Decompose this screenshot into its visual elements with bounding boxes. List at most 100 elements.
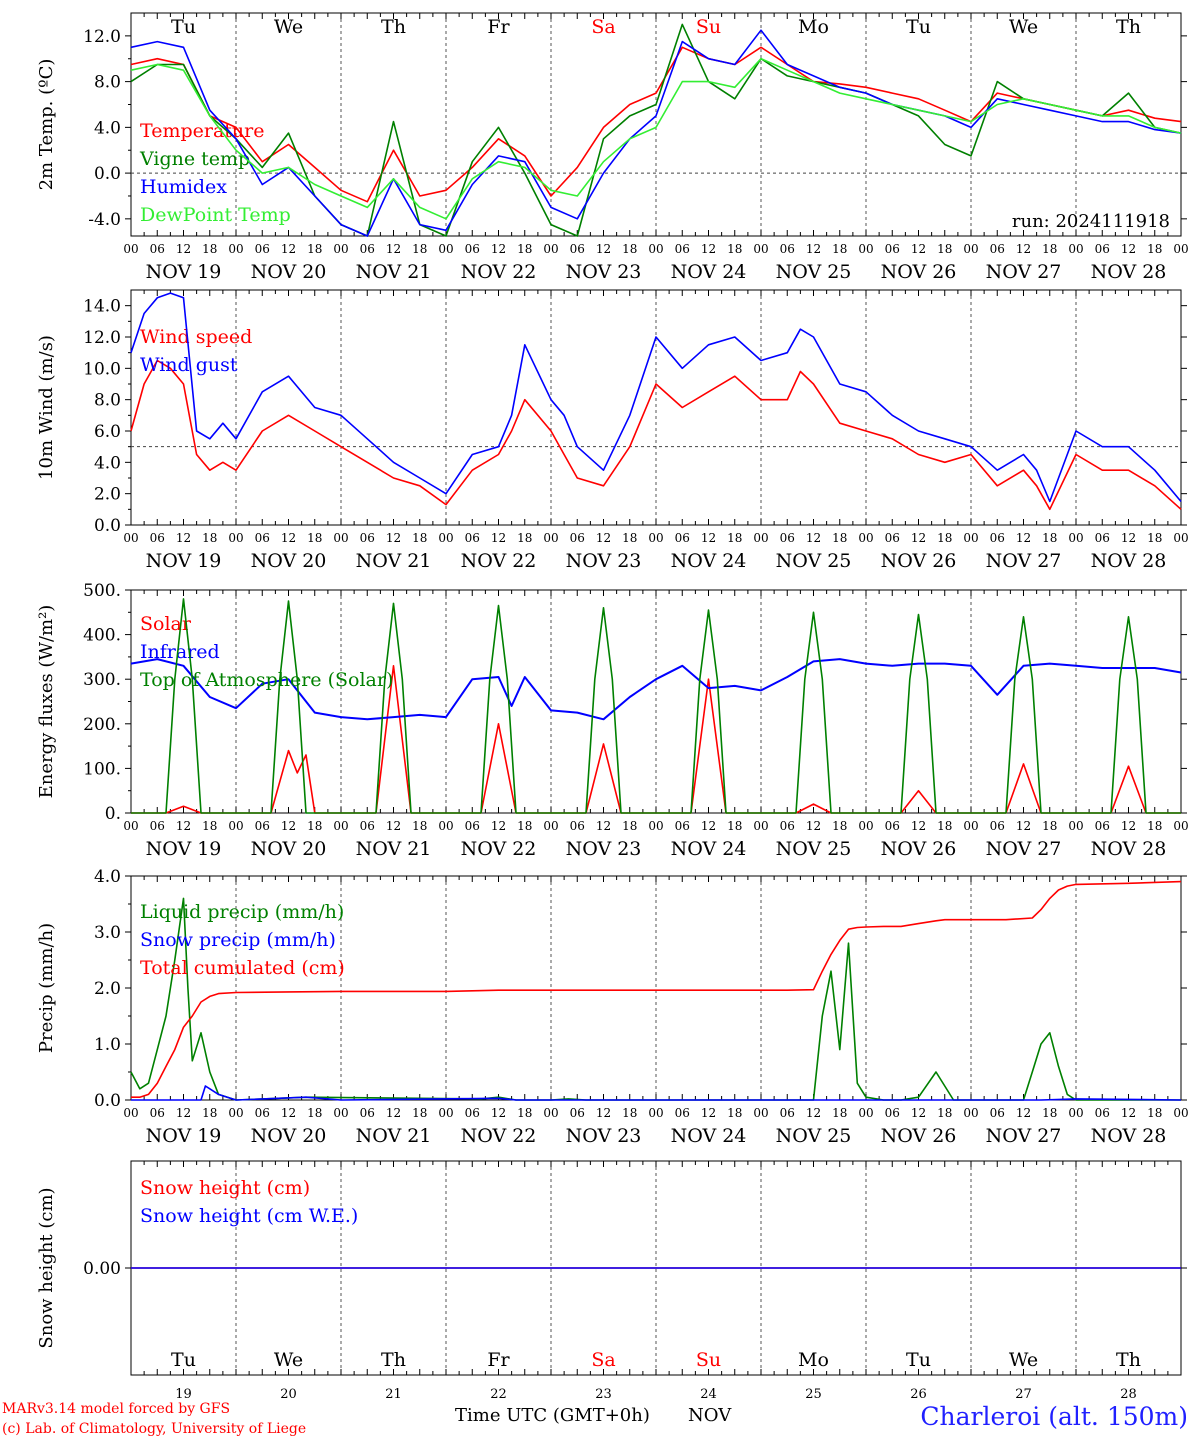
hour-tick-label: 00: [333, 242, 348, 256]
hour-tick-label: 18: [832, 242, 847, 256]
day-number-label: 27: [1015, 1387, 1032, 1402]
date-label: NOV 23: [566, 550, 642, 572]
hour-tick-label: 00: [1173, 1106, 1188, 1120]
series-line-humidex: [130, 29, 1182, 237]
hour-tick-label: 12: [701, 819, 716, 833]
hour-tick-label: 12: [911, 242, 926, 256]
date-label: NOV 21: [356, 261, 432, 283]
hour-tick-label: 12: [911, 1106, 926, 1120]
hour-tick-label: 12: [806, 819, 821, 833]
hour-tick-label: 12: [176, 531, 191, 545]
hour-tick-label: 12: [176, 819, 191, 833]
day-number-label: 20: [280, 1387, 297, 1402]
hour-tick-label: 18: [517, 1106, 532, 1120]
date-label: NOV 22: [461, 550, 537, 572]
y-tick-label: 6.0: [94, 422, 121, 442]
hour-tick-label: 00: [438, 531, 453, 545]
weekday-label: Su: [696, 1349, 721, 1371]
y-tick-label: 8.0: [94, 391, 121, 411]
y-tick-label: 200.: [83, 715, 121, 735]
y-axis-label: 2m Temp. (ºC): [36, 59, 57, 191]
date-label: NOV 26: [881, 838, 957, 860]
series-line-infrared: [130, 658, 1182, 721]
hour-tick-label: 00: [963, 531, 978, 545]
legend-entry: Vigne temp: [139, 148, 250, 170]
weekday-label: We: [274, 16, 303, 38]
hour-tick-label: 06: [1095, 1106, 1110, 1120]
hour-tick-label: 06: [255, 819, 270, 833]
hour-tick-label: 06: [885, 1106, 900, 1120]
hour-tick-label: 00: [228, 531, 243, 545]
date-label: NOV 28: [1091, 550, 1167, 572]
hour-tick-label: 12: [911, 819, 926, 833]
date-label: NOV 21: [356, 838, 432, 860]
hour-tick-label: 12: [386, 531, 401, 545]
hour-tick-label: 00: [753, 819, 768, 833]
legend-entry: Infrared: [140, 641, 220, 663]
hour-tick-label: 06: [1095, 531, 1110, 545]
y-tick-label: 4.0: [94, 453, 121, 473]
hour-tick-label: 18: [202, 819, 217, 833]
time-axis-month: NOV: [688, 1405, 732, 1426]
hour-tick-label: 00: [333, 531, 348, 545]
hour-tick-label: 18: [1147, 1106, 1162, 1120]
hour-tick-label: 18: [517, 819, 532, 833]
hour-tick-label: 06: [570, 819, 585, 833]
hour-tick-label: 06: [570, 242, 585, 256]
date-label: NOV 20: [251, 1125, 327, 1147]
date-label: NOV 26: [881, 261, 957, 283]
hour-tick-label: 18: [1147, 531, 1162, 545]
hour-tick-label: 12: [176, 242, 191, 256]
hour-tick-label: 18: [307, 1106, 322, 1120]
hour-tick-label: 00: [123, 1106, 138, 1120]
hour-tick-label: 06: [150, 819, 165, 833]
hour-tick-label: 18: [307, 531, 322, 545]
hour-tick-label: 12: [596, 819, 611, 833]
y-tick-label: 300.: [83, 670, 121, 690]
date-label: NOV 19: [146, 1125, 222, 1147]
y-tick-label: 100.: [83, 759, 121, 779]
date-label: NOV 25: [776, 261, 852, 283]
date-label: NOV 24: [671, 838, 747, 860]
hour-tick-label: 12: [281, 1106, 296, 1120]
hour-tick-label: 06: [675, 531, 690, 545]
hour-tick-label: 12: [386, 242, 401, 256]
hour-tick-label: 12: [491, 242, 506, 256]
date-label: NOV 23: [566, 838, 642, 860]
hour-tick-label: 06: [150, 531, 165, 545]
hour-tick-label: 00: [123, 242, 138, 256]
hour-tick-label: 18: [832, 819, 847, 833]
hour-tick-label: 00: [648, 819, 663, 833]
y-tick-label: 0.: [105, 804, 121, 824]
weekday-label: Sa: [591, 1349, 615, 1371]
hour-tick-label: 12: [1016, 1106, 1031, 1120]
weekday-label: We: [274, 1349, 303, 1371]
date-label: NOV 21: [356, 550, 432, 572]
hour-tick-label: 00: [753, 242, 768, 256]
chart-panel-4: 0.0 1.0 2.0 3.0 4.0 Precip (mm/h) Liquid preci…: [36, 867, 1189, 1147]
hour-tick-label: 00: [648, 1106, 663, 1120]
series-line-vigne-temp: [130, 23, 1182, 237]
hour-tick-label: 18: [202, 1106, 217, 1120]
hour-tick-label: 06: [360, 819, 375, 833]
hour-tick-label: 18: [832, 1106, 847, 1120]
weekday-label: We: [1009, 16, 1038, 38]
date-label: NOV 22: [461, 838, 537, 860]
time-axis-title: Time UTC (GMT+0h): [455, 1405, 650, 1426]
plot-frame: [130, 12, 1182, 237]
hour-tick-label: 18: [412, 1106, 427, 1120]
hour-tick-label: 06: [780, 242, 795, 256]
weekday-label: Th: [381, 1349, 406, 1371]
y-tick-label: 12.0: [83, 27, 121, 47]
hour-tick-label: 00: [753, 1106, 768, 1120]
hour-tick-label: 00: [858, 819, 873, 833]
hour-tick-label: 06: [990, 1106, 1005, 1120]
chart-panel-5: 0.00 Snow height (cm) Snow height (cm) Snow…: [36, 1160, 1187, 1402]
date-label: NOV 20: [251, 550, 327, 572]
hour-tick-label: 18: [202, 531, 217, 545]
chart-panel-2: 0.0 2.0 4.0 6.0 8.0 10.0 12.0 14.0 10m Wind (m/s…: [36, 289, 1189, 572]
date-label: NOV 24: [671, 261, 747, 283]
hour-tick-label: 06: [255, 531, 270, 545]
legend-entry: Temperature: [140, 120, 264, 142]
weekday-label: Tu: [171, 1349, 196, 1371]
